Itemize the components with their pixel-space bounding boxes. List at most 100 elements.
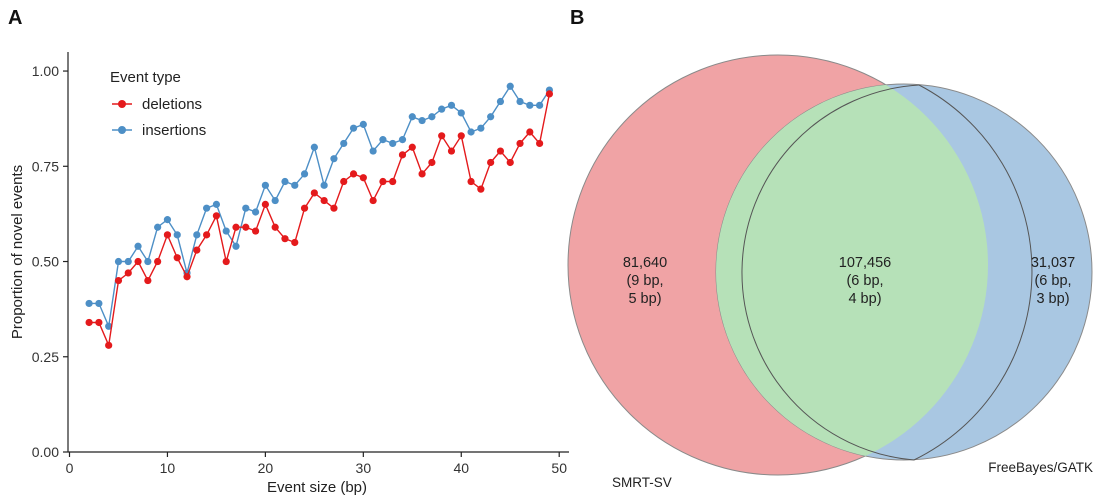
data-point-insertions xyxy=(193,231,201,239)
data-point-insertions xyxy=(95,299,103,308)
region-both-count: 107,456 xyxy=(839,255,891,271)
set-label-smrt-sv: SMRT-SV xyxy=(612,475,672,490)
data-point-deletions xyxy=(447,147,456,155)
data-point-insertions xyxy=(85,299,93,308)
data-point-deletions xyxy=(496,147,505,155)
set-label-freebayes-gatk: FreeBayes/GATK xyxy=(988,460,1093,475)
data-point-deletions xyxy=(291,238,299,247)
data-point-deletions xyxy=(114,276,123,285)
region-both-line3: 4 bp) xyxy=(848,291,881,307)
region-freebayes-only-line2: (6 bp, xyxy=(1034,273,1071,289)
series-deletions xyxy=(85,90,554,349)
data-point-deletions xyxy=(506,158,514,167)
data-point-insertions xyxy=(154,223,162,231)
data-point-insertions xyxy=(457,109,465,117)
data-point-insertions xyxy=(291,181,299,189)
x-tick-label: 10 xyxy=(160,460,176,476)
data-point-deletions xyxy=(428,158,436,167)
y-tick-label: 0.75 xyxy=(32,158,59,174)
data-point-deletions xyxy=(154,257,162,266)
data-point-insertions xyxy=(320,181,328,189)
data-point-insertions xyxy=(536,101,544,109)
venn-overlap xyxy=(716,84,988,460)
data-point-deletions xyxy=(438,132,446,140)
data-point-deletions xyxy=(85,318,93,327)
legend-marker-deletions xyxy=(118,100,126,108)
x-tick-label: 50 xyxy=(551,460,567,476)
legend-label-insertions: insertions xyxy=(142,122,206,139)
legend-item-deletions: deletions xyxy=(112,96,202,113)
data-point-insertions xyxy=(379,136,387,144)
data-point-deletions xyxy=(124,269,132,277)
data-point-insertions xyxy=(212,200,221,208)
data-point-deletions xyxy=(536,139,544,148)
series-layer xyxy=(85,82,554,349)
data-point-deletions xyxy=(193,246,201,254)
data-point-deletions xyxy=(183,273,191,281)
data-point-deletions xyxy=(516,139,524,148)
x-tick-label: 0 xyxy=(66,460,74,476)
data-point-insertions xyxy=(310,143,318,151)
region-smrt-only-count: 81,640 xyxy=(623,255,667,271)
legend-item-insertions: insertions xyxy=(112,122,206,139)
legend: Event type deletions insertions xyxy=(110,69,206,139)
y-tick-label: 0.00 xyxy=(32,444,59,460)
data-point-deletions xyxy=(457,132,465,140)
data-point-insertions xyxy=(242,204,250,212)
data-point-insertions xyxy=(398,136,407,144)
data-point-deletions xyxy=(173,254,181,262)
panel-label-a: A xyxy=(8,7,22,29)
y-ticks: 0.00 0.25 0.50 0.75 1.00 xyxy=(32,63,68,460)
data-point-insertions xyxy=(447,101,456,109)
data-point-deletions xyxy=(163,231,172,239)
legend-label-deletions: deletions xyxy=(142,96,202,113)
data-point-insertions xyxy=(124,257,132,266)
x-tick-label: 40 xyxy=(453,460,469,476)
data-point-insertions xyxy=(359,120,367,128)
data-point-deletions xyxy=(330,204,338,212)
data-point-insertions xyxy=(134,242,142,250)
data-point-deletions xyxy=(320,196,328,205)
data-point-deletions xyxy=(95,318,103,327)
y-tick-label: 0.25 xyxy=(32,349,59,365)
data-point-insertions xyxy=(516,97,524,106)
data-point-insertions xyxy=(408,113,416,121)
region-freebayes-only-line3: 3 bp) xyxy=(1036,291,1069,307)
data-point-deletions xyxy=(477,185,485,193)
data-point-insertions xyxy=(163,216,172,224)
data-point-deletions xyxy=(467,177,475,186)
legend-marker-insertions xyxy=(118,126,126,134)
y-tick-label: 1.00 xyxy=(32,63,59,79)
data-point-insertions xyxy=(369,147,377,155)
data-point-deletions xyxy=(232,223,240,231)
data-point-deletions xyxy=(251,227,260,235)
data-point-insertions xyxy=(222,227,230,235)
data-point-insertions xyxy=(349,124,358,132)
data-point-deletions xyxy=(389,177,397,186)
data-point-deletions xyxy=(134,257,142,266)
data-point-deletions xyxy=(526,128,534,136)
data-point-deletions xyxy=(300,204,309,212)
data-point-insertions xyxy=(203,204,211,212)
data-point-insertions xyxy=(496,97,505,106)
series-insertions xyxy=(85,82,554,330)
data-point-insertions xyxy=(105,322,113,330)
data-point-insertions xyxy=(506,82,514,90)
region-smrt-only-line2: (9 bp, xyxy=(626,273,663,289)
venn-diagram: 81,640 (9 bp, 5 bp) 107,456 (6 bp, 4 bp)… xyxy=(567,54,1093,490)
venn-overlap-border-left xyxy=(741,84,920,461)
data-point-deletions xyxy=(408,143,416,151)
x-ticks: 0 10 20 30 40 50 xyxy=(66,452,567,476)
data-point-insertions xyxy=(438,105,446,113)
data-point-deletions xyxy=(418,170,426,178)
data-point-deletions xyxy=(281,235,289,243)
data-point-insertions xyxy=(467,128,475,136)
data-point-insertions xyxy=(340,139,348,148)
data-point-deletions xyxy=(379,177,387,186)
data-point-insertions xyxy=(487,113,495,121)
data-point-insertions xyxy=(418,116,426,125)
region-freebayes-only-count: 31,037 xyxy=(1031,255,1075,271)
x-axis-title: Event size (bp) xyxy=(267,479,367,495)
axes xyxy=(67,52,569,453)
